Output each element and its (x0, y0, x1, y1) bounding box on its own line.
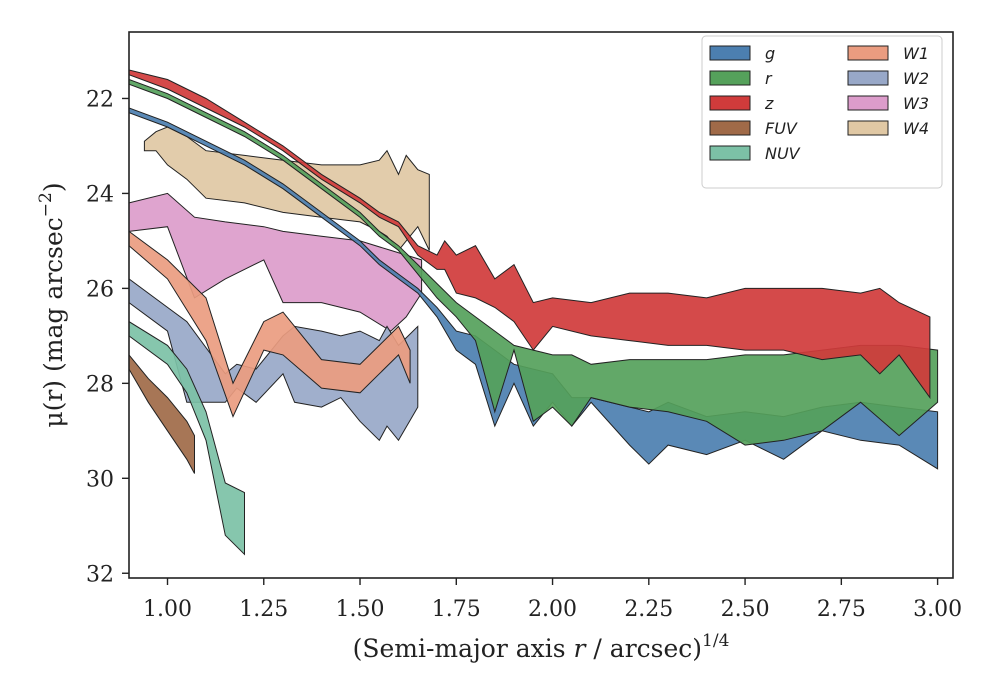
x-axis-label-var: r (574, 634, 588, 663)
legend-swatch-z (709, 95, 751, 111)
legend-swatch-g (709, 45, 751, 61)
legend-label-w2: W2 (903, 69, 929, 88)
x-tick-label: 1.00 (143, 597, 192, 622)
legend-swatch-w3 (847, 95, 889, 111)
x-axis-label-sup: 1/4 (702, 631, 729, 651)
y-tick-label: 24 (86, 182, 114, 207)
legend-label-w4: W4 (903, 119, 929, 138)
series-layer (129, 69, 939, 556)
series-band-fuv (129, 354, 195, 474)
legend-label-g: g (765, 44, 775, 63)
legend-label-w1: W1 (903, 44, 929, 63)
y-axis-label-sup: −2 (36, 192, 56, 217)
legend-swatch-r (709, 70, 751, 86)
y-tick-label: 22 (86, 87, 114, 112)
x-tick-label: 2.25 (624, 597, 673, 622)
legend-label-nuv: NUV (765, 144, 801, 163)
x-tick-label: 1.25 (239, 597, 288, 622)
y-axis-label: μ(r) (mag arcsec−2) (36, 182, 68, 427)
series-band-z (129, 69, 931, 400)
x-tick-label: 2.50 (721, 597, 770, 622)
legend-label-w3: W3 (903, 94, 929, 113)
legend-swatch-fuv (709, 120, 751, 136)
y-tick-label: 26 (86, 277, 114, 302)
y-tick-label: 28 (86, 372, 114, 397)
series-band-w1 (129, 230, 411, 418)
x-axis-label-main: (Semi-major axis (353, 634, 574, 663)
legend: grz FUV NUV W1 W2 W3 W4 (701, 35, 943, 189)
x-tick-label: 1.50 (336, 597, 385, 622)
legend-swatch-w4 (847, 120, 889, 136)
plot-frame (128, 31, 954, 579)
x-tick-label: 3.00 (913, 597, 962, 622)
legend-swatch-nuv (709, 145, 751, 161)
legend-label-r: r (765, 69, 773, 88)
x-tick-label: 2.75 (817, 597, 866, 622)
legend-label-fuv: FUV (765, 119, 798, 138)
y-axis-label-main: μ(r) (mag arcsec (39, 217, 68, 427)
x-axis-label-tail: / arcsec) (585, 634, 702, 663)
ticks-layer: 1.00 1.25 1.50 1.75 2.00 2.25 2.50 2.75 3.00 22 24… (86, 87, 962, 622)
x-tick-label: 1.75 (432, 597, 481, 622)
legend-swatch-w2 (847, 70, 889, 86)
series-band-nuv (129, 321, 245, 556)
series-band-r (129, 78, 939, 446)
y-tick-label: 32 (86, 562, 114, 587)
y-axis-label-close: ) (39, 182, 68, 192)
x-tick-label: 2.00 (528, 597, 577, 622)
legend-swatch-w1 (847, 45, 889, 61)
y-tick-label: 30 (86, 467, 114, 492)
legend-label-z: z (764, 94, 774, 113)
x-axis-label: (Semi-major axis r / arcsec)1/4 (353, 631, 730, 663)
